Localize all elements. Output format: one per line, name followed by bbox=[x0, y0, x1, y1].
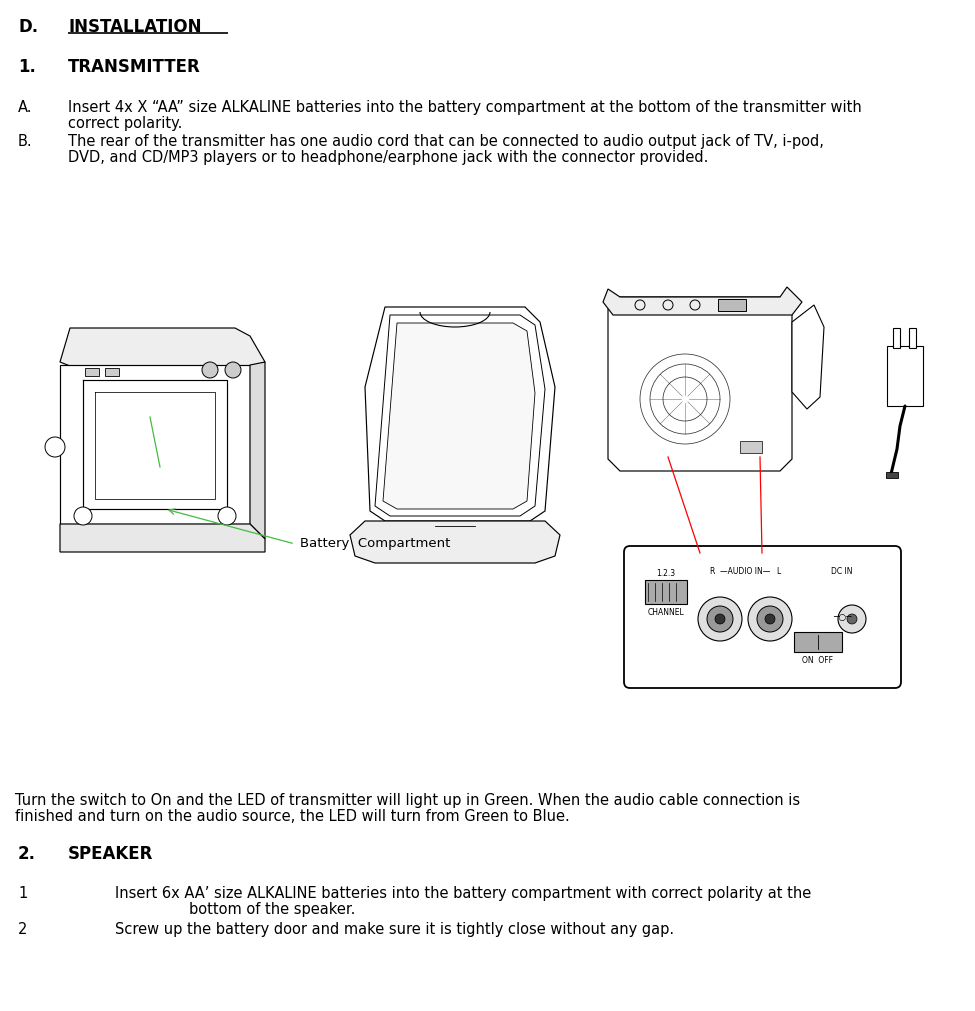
Text: R: R bbox=[710, 566, 715, 575]
Polygon shape bbox=[60, 329, 265, 369]
Bar bbox=[85, 369, 99, 377]
Bar bbox=[887, 347, 923, 406]
Text: —AUDIO IN—: —AUDIO IN— bbox=[720, 566, 770, 575]
Text: Insert 4x X “AA” size ALKALINE batteries into the battery compartment at the bot: Insert 4x X “AA” size ALKALINE batteries… bbox=[68, 100, 862, 115]
Circle shape bbox=[218, 508, 236, 526]
Text: ─○─: ─○─ bbox=[833, 613, 851, 622]
Bar bbox=[909, 329, 916, 349]
Circle shape bbox=[847, 615, 857, 625]
Circle shape bbox=[202, 363, 218, 379]
Polygon shape bbox=[60, 525, 265, 552]
Text: Turn the switch to On and the LED of transmitter will light up in Green. When th: Turn the switch to On and the LED of tra… bbox=[15, 793, 800, 807]
Circle shape bbox=[748, 598, 792, 641]
Bar bbox=[718, 299, 746, 311]
Polygon shape bbox=[383, 324, 535, 510]
Text: 2.: 2. bbox=[18, 844, 36, 862]
Text: DVD, and CD/MP3 players or to headphone/earphone jack with the connector provide: DVD, and CD/MP3 players or to headphone/… bbox=[68, 150, 709, 165]
Bar bbox=[794, 632, 842, 652]
Bar bbox=[105, 369, 119, 377]
Polygon shape bbox=[603, 288, 802, 315]
Circle shape bbox=[225, 363, 241, 379]
Circle shape bbox=[765, 615, 775, 625]
FancyBboxPatch shape bbox=[624, 547, 901, 688]
Text: A.: A. bbox=[18, 100, 32, 115]
Polygon shape bbox=[250, 363, 265, 540]
Circle shape bbox=[698, 598, 742, 641]
Text: Battery  Compartment: Battery Compartment bbox=[300, 537, 450, 549]
Text: Screw up the battery door and make sure it is tightly close without any gap.: Screw up the battery door and make sure … bbox=[115, 921, 674, 936]
Text: Insert 6x AA’ size ALKALINE batteries into the battery compartment with correct : Insert 6x AA’ size ALKALINE batteries in… bbox=[115, 885, 811, 900]
Text: L: L bbox=[776, 566, 780, 575]
Polygon shape bbox=[375, 315, 545, 517]
Text: DC IN: DC IN bbox=[832, 566, 853, 575]
Text: correct polarity.: correct polarity. bbox=[68, 116, 182, 130]
Polygon shape bbox=[608, 297, 792, 471]
Bar bbox=[886, 472, 898, 478]
Text: D.: D. bbox=[18, 18, 38, 36]
Text: SPEAKER: SPEAKER bbox=[68, 844, 153, 862]
Circle shape bbox=[715, 615, 725, 625]
Text: TRANSMITTER: TRANSMITTER bbox=[68, 58, 201, 76]
Text: B.: B. bbox=[18, 133, 32, 149]
Bar bbox=[893, 329, 900, 349]
Polygon shape bbox=[792, 305, 824, 409]
Polygon shape bbox=[350, 522, 560, 563]
Circle shape bbox=[757, 607, 783, 632]
Circle shape bbox=[74, 508, 92, 526]
Text: 1: 1 bbox=[18, 885, 27, 900]
Bar bbox=[740, 442, 762, 454]
Polygon shape bbox=[365, 307, 555, 522]
Text: finished and turn on the audio source, the LED will turn from Green to Blue.: finished and turn on the audio source, t… bbox=[15, 808, 569, 823]
Text: 1.2.3: 1.2.3 bbox=[656, 568, 676, 577]
Text: bottom of the speaker.: bottom of the speaker. bbox=[115, 901, 355, 916]
Text: 1.: 1. bbox=[18, 58, 36, 76]
Text: ON  OFF: ON OFF bbox=[802, 655, 834, 664]
Text: 2: 2 bbox=[18, 921, 27, 936]
Circle shape bbox=[45, 438, 65, 458]
Bar bbox=[645, 580, 687, 605]
Text: INSTALLATION: INSTALLATION bbox=[68, 18, 202, 36]
Text: CHANNEL: CHANNEL bbox=[647, 608, 684, 617]
Circle shape bbox=[838, 606, 866, 633]
Polygon shape bbox=[60, 366, 250, 525]
Circle shape bbox=[707, 607, 733, 632]
Text: The rear of the transmitter has one audio cord that can be connected to audio ou: The rear of the transmitter has one audi… bbox=[68, 133, 824, 149]
